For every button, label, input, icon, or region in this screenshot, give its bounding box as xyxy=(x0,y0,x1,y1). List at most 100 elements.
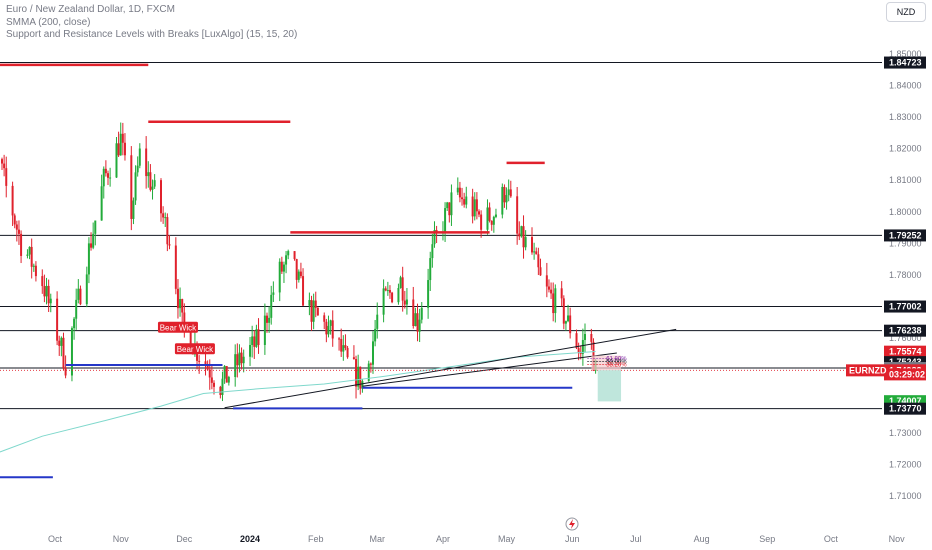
candle-126 xyxy=(374,320,377,347)
x-tick-label: Oct xyxy=(48,534,63,544)
candle-8 xyxy=(26,249,29,259)
candle-173 xyxy=(516,187,519,245)
candle-183 xyxy=(545,262,548,298)
candle-163 xyxy=(486,199,489,235)
y-axis[interactable]: 1.85000 1.84000 1.83000 1.82000 1.81000 1.800… xyxy=(884,49,926,501)
indicator-luxalgo[interactable]: Support and Resistance Levels with Break… xyxy=(6,29,298,40)
candle-19 xyxy=(58,335,61,356)
candle-150 xyxy=(446,201,449,212)
candle-31 xyxy=(92,222,95,250)
candle-131 xyxy=(388,285,391,299)
candle-172 xyxy=(509,180,512,198)
indicator-smma[interactable]: SMMA (200, close) xyxy=(6,16,91,28)
candle-196 xyxy=(581,328,584,366)
candle-154 xyxy=(458,181,461,203)
candle-94 xyxy=(280,256,283,274)
fib-zone[interactable] xyxy=(591,355,622,371)
trendline-1[interactable] xyxy=(362,352,617,387)
candle-30 xyxy=(90,232,93,251)
symbol-price-tag: EURNZD xyxy=(846,364,887,377)
candle-89 xyxy=(266,312,268,333)
symbol-title[interactable]: Euro / New Zealand Dollar, 1D, FXCM xyxy=(6,4,175,15)
candle-75 xyxy=(223,365,226,384)
fib-label-2: 38.20% xyxy=(606,362,627,368)
candles xyxy=(1,122,597,402)
candle-128 xyxy=(382,279,385,323)
price-label-0: 1.84723 xyxy=(884,56,926,69)
candle-34 xyxy=(102,166,105,199)
candle-83 xyxy=(249,336,252,366)
projection-box[interactable] xyxy=(597,370,622,402)
candle-193 xyxy=(575,329,578,350)
tradingview-flash-icon[interactable] xyxy=(565,517,579,531)
candle-108 xyxy=(323,312,326,330)
candle-29 xyxy=(87,237,90,284)
candle-1 xyxy=(3,154,6,177)
y-tick-label: 1.78000 xyxy=(889,270,922,280)
candle-51 xyxy=(151,179,154,200)
smma-line xyxy=(0,351,596,453)
y-tick-label: 1.72000 xyxy=(889,460,922,470)
candle-35 xyxy=(104,160,107,177)
candle-40 xyxy=(119,122,122,156)
candle-87 xyxy=(257,318,260,354)
x-tick-label: Mar xyxy=(369,534,385,544)
y-tick-label: 1.84000 xyxy=(889,80,922,90)
candle-148 xyxy=(441,221,444,241)
candle-171 xyxy=(507,179,510,202)
candle-155 xyxy=(461,187,464,206)
candle-26 xyxy=(77,279,80,304)
candle-28 xyxy=(85,266,88,308)
candle-127 xyxy=(376,302,379,339)
candle-32 xyxy=(94,220,97,246)
candle-169 xyxy=(503,184,506,208)
candle-132 xyxy=(391,291,394,304)
x-tick-label: Aug xyxy=(694,534,710,544)
price-label-8: 03:29:02 xyxy=(884,368,926,381)
candle-39 xyxy=(117,131,120,157)
svg-text:1.75574: 1.75574 xyxy=(889,347,922,357)
candle-16 xyxy=(47,279,50,312)
candle-6 xyxy=(17,220,20,245)
candle-191 xyxy=(567,304,570,323)
candle-162 xyxy=(480,210,483,238)
candle-71 xyxy=(210,365,213,390)
x-axis[interactable]: Oct Nov Dec 2024 Feb Mar Apr May Jun Jul Aug Sep Oct… xyxy=(48,534,905,544)
candle-86 xyxy=(255,324,258,348)
currency-button[interactable]: NZD xyxy=(886,2,926,22)
candle-192 xyxy=(569,307,572,339)
candle-159 xyxy=(473,192,476,221)
candle-102 xyxy=(302,268,305,306)
candle-46 xyxy=(136,156,139,177)
candle-13 xyxy=(41,269,44,294)
y-tick-label: 1.79000 xyxy=(889,238,922,248)
candle-53 xyxy=(160,178,162,222)
trendline-0[interactable] xyxy=(224,328,677,409)
svg-text:EURNZD: EURNZD xyxy=(849,365,887,375)
candle-181 xyxy=(537,247,540,276)
svg-text:1.74007: 1.74007 xyxy=(889,396,922,406)
candle-98 xyxy=(293,251,296,261)
candle-45 xyxy=(134,165,137,205)
candle-145 xyxy=(431,233,434,268)
signal-label-1[interactable]: Bear Wick xyxy=(174,343,215,355)
candle-88 xyxy=(263,303,266,355)
x-tick-label: Feb xyxy=(308,534,324,544)
candle-12 xyxy=(34,261,37,282)
candle-77 xyxy=(227,375,230,386)
candle-136 xyxy=(403,290,406,309)
price-label-3: 1.76238 xyxy=(884,324,926,337)
x-tick-label: Nov xyxy=(889,534,906,544)
chart-legend: Euro / New Zealand Dollar, 1D, FXCM SMMA… xyxy=(6,4,297,42)
y-tick-label: 1.73000 xyxy=(889,428,922,438)
candle-187 xyxy=(554,284,557,323)
candle-76 xyxy=(225,365,228,383)
svg-text:1.73770: 1.73770 xyxy=(889,404,922,414)
x-tick-label: Dec xyxy=(176,534,193,544)
candle-137 xyxy=(405,288,408,315)
signal-label-0[interactable]: Bear Wick xyxy=(157,321,198,333)
candle-82 xyxy=(242,349,245,373)
candle-168 xyxy=(501,183,504,219)
